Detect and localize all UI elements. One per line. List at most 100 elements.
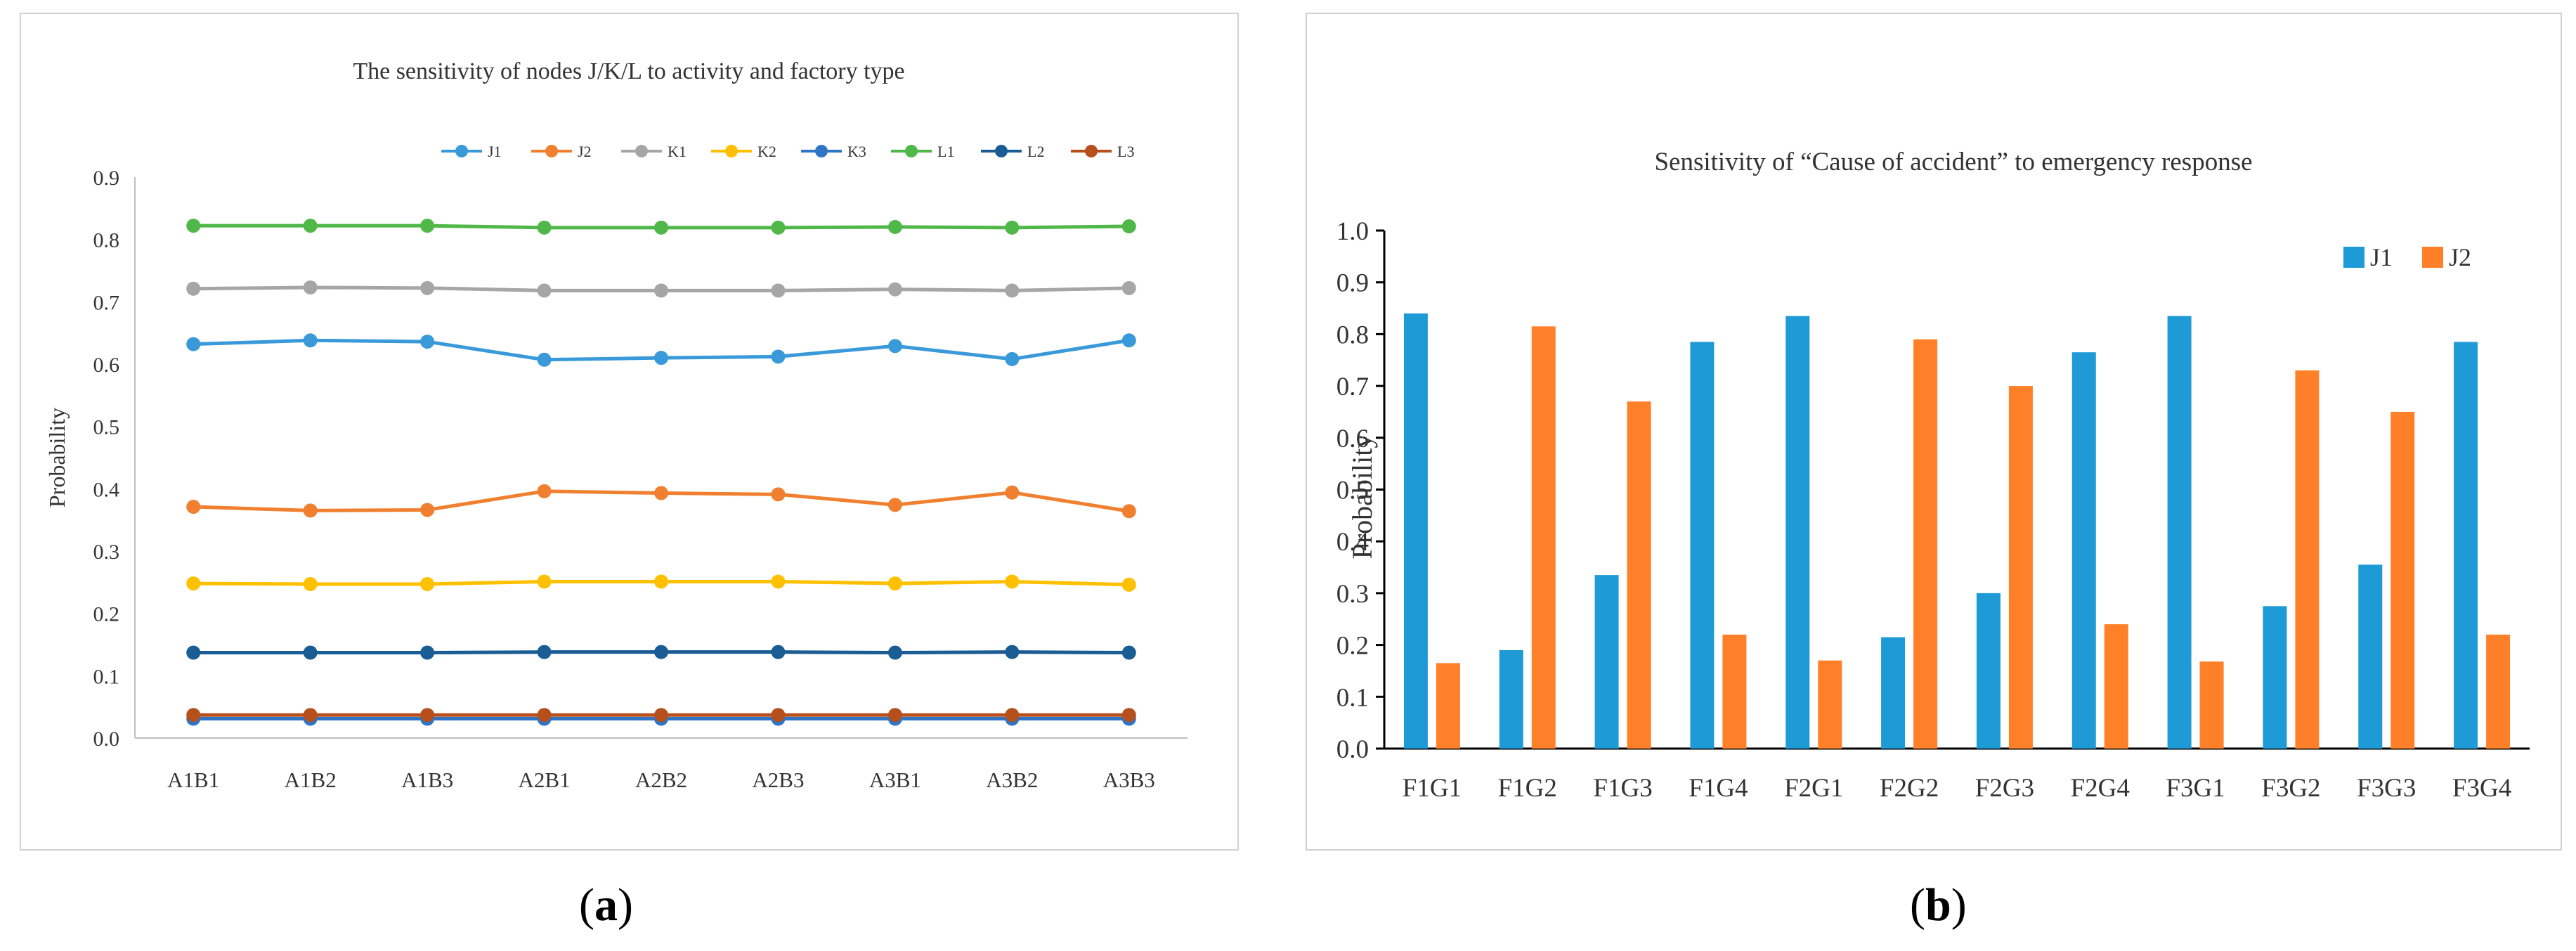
- y-tick-label: 0.8: [93, 229, 120, 252]
- data-point-L1: [1005, 220, 1020, 235]
- y-tick-label: 0.7: [1336, 373, 1369, 401]
- legend-marker-J2: [545, 145, 558, 157]
- data-point-J1: [1005, 351, 1020, 366]
- data-point-J1: [1121, 333, 1136, 348]
- data-point-K1: [537, 283, 552, 298]
- data-point-K2: [887, 576, 902, 591]
- data-point-J1: [303, 333, 318, 348]
- data-point-L1: [186, 219, 201, 233]
- x-tick-label: A1B3: [401, 768, 453, 792]
- legend-marker-K2: [725, 145, 738, 157]
- data-point-K2: [654, 574, 668, 589]
- data-point-K1: [887, 282, 902, 297]
- data-point-L3: [1121, 708, 1136, 723]
- x-tick-label: F2G1: [1784, 774, 1843, 803]
- x-tick-label: F2G3: [1975, 774, 2034, 803]
- bar-J1: [1976, 593, 2001, 749]
- legend-label-L2: L2: [1027, 143, 1044, 160]
- y-tick-label: 0.2: [1336, 632, 1369, 661]
- bar-J2: [2199, 661, 2224, 749]
- x-tick-label: A3B1: [869, 768, 921, 792]
- line-chart-a: The sensitivity of nodes J/K/L to activi…: [44, 58, 1188, 792]
- legend-label-K3: K3: [847, 143, 866, 160]
- bar-J2: [1531, 326, 1556, 749]
- x-tick-label: F3G3: [2357, 774, 2416, 803]
- bar-J1: [2358, 564, 2383, 749]
- y-tick-label: 0.7: [93, 291, 120, 314]
- bar-J1: [1403, 313, 1428, 749]
- bar-J1: [2167, 316, 2192, 749]
- data-point-L2: [771, 645, 786, 659]
- legend-marker-K3: [815, 145, 828, 157]
- data-point-L3: [654, 708, 668, 723]
- legend-marker-L1: [905, 145, 918, 157]
- data-point-J2: [420, 503, 435, 517]
- data-point-L2: [420, 645, 435, 660]
- chart-panel-b: Sensitivity of “Cause of accident” to em…: [1306, 13, 2562, 850]
- bar-J2: [1818, 660, 1842, 749]
- legend-label-L3: L3: [1117, 143, 1134, 160]
- data-point-J2: [1005, 485, 1020, 500]
- x-tick-label: A1B1: [167, 768, 219, 792]
- data-point-L1: [771, 220, 786, 235]
- data-point-K1: [303, 280, 318, 295]
- x-tick-label: A3B2: [986, 768, 1038, 792]
- legend-marker-L2: [995, 145, 1008, 157]
- y-tick-label: 0.6: [1336, 425, 1369, 453]
- data-point-L3: [771, 708, 786, 723]
- data-point-J1: [420, 335, 435, 349]
- bar-chart-b: Sensitivity of “Cause of accident” to em…: [1336, 148, 2530, 803]
- x-tick-label: F2G4: [2071, 774, 2130, 803]
- y-tick-label: 0.5: [1336, 477, 1369, 505]
- data-point-J1: [537, 352, 552, 367]
- data-point-L2: [537, 645, 552, 659]
- caption-b-label: b: [1925, 879, 1951, 931]
- y-tick-label: 0.1: [1336, 683, 1369, 712]
- bar-J2: [1913, 339, 1938, 749]
- bar-J2: [2295, 370, 2320, 749]
- legend-label-K2: K2: [757, 143, 776, 160]
- legend-label-J1: J1: [2370, 243, 2393, 271]
- x-tick-label: A1B2: [285, 768, 337, 792]
- data-point-L3: [887, 708, 902, 723]
- data-point-L2: [1121, 645, 1136, 660]
- y-tick-label: 0.6: [93, 354, 120, 377]
- data-point-L3: [1005, 708, 1020, 723]
- data-point-K2: [1005, 574, 1020, 589]
- legend-label-J1: J1: [488, 143, 502, 160]
- bar-J2: [2104, 624, 2128, 749]
- data-point-K1: [186, 281, 201, 296]
- x-tick-label: F1G3: [1593, 774, 1652, 803]
- data-point-K1: [654, 283, 668, 298]
- data-point-K2: [420, 576, 435, 591]
- legend-label-L1: L1: [937, 143, 954, 160]
- data-point-J1: [654, 351, 668, 365]
- bar-J1: [2454, 342, 2478, 749]
- x-tick-label: F1G2: [1498, 774, 1557, 803]
- bar-J2: [1436, 663, 1460, 749]
- data-point-L2: [654, 645, 668, 659]
- data-point-K2: [186, 576, 201, 591]
- x-tick-label: A2B1: [519, 768, 571, 792]
- y-tick-label: 0.3: [1336, 580, 1369, 609]
- data-point-L1: [654, 220, 668, 235]
- bar-J1: [1785, 316, 1810, 749]
- legend-label-J2: J2: [2449, 243, 2471, 271]
- data-point-J2: [537, 484, 552, 498]
- y-tick-label: 0.0: [1336, 735, 1369, 764]
- data-point-L2: [186, 645, 201, 660]
- data-point-K2: [771, 574, 786, 589]
- bar-J1: [2263, 606, 2287, 749]
- data-point-J2: [1121, 504, 1136, 519]
- legend-label-K1: K1: [668, 143, 687, 160]
- bar-J1: [1881, 637, 1906, 749]
- legend-label-J2: J2: [578, 143, 592, 160]
- data-point-L1: [303, 219, 318, 233]
- chart-title: The sensitivity of nodes J/K/L to activi…: [353, 58, 904, 84]
- caption-a-label: a: [594, 879, 618, 931]
- y-tick-label: 0.8: [1336, 321, 1369, 349]
- chart-panel-a: The sensitivity of nodes J/K/L to activi…: [20, 13, 1239, 850]
- data-point-J2: [887, 498, 902, 512]
- x-tick-label: F3G2: [2261, 774, 2320, 803]
- x-tick-label: F3G4: [2452, 774, 2511, 803]
